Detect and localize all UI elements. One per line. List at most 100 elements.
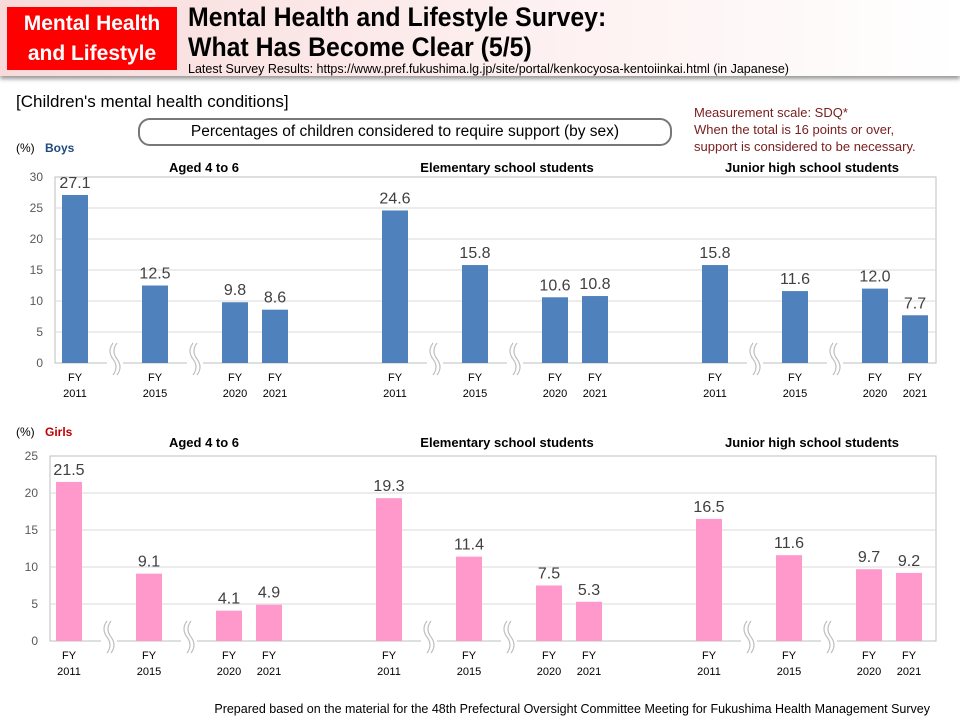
x-tick-label: FY	[788, 372, 803, 384]
section-title: [Children's mental health conditions]	[16, 92, 289, 111]
slide-title: Mental Health and Lifestyle Survey: What…	[188, 2, 606, 62]
data-label: 10.8	[579, 276, 610, 293]
x-tick-label: 2020	[857, 666, 881, 678]
data-label: 19.3	[373, 478, 404, 495]
bar	[536, 585, 562, 641]
y-tick-label: 20	[25, 486, 39, 500]
x-tick-label: FY	[862, 650, 877, 662]
y-tick-label: 15	[25, 523, 39, 537]
x-tick-label: 2021	[257, 666, 281, 678]
data-label: 12.5	[139, 266, 170, 283]
bar	[896, 572, 922, 641]
axis-break-icon	[509, 342, 521, 376]
x-tick-label: 2011	[63, 388, 87, 400]
note-line3: support is considered to be necessary.	[694, 139, 916, 154]
data-label: 16.5	[693, 499, 724, 516]
series-label: Girls	[45, 425, 73, 439]
y-tick-label: 5	[31, 597, 38, 611]
x-tick-label: 2011	[697, 666, 721, 678]
bar	[542, 297, 568, 363]
bar	[582, 296, 608, 363]
x-tick-label: FY	[908, 372, 923, 384]
plot-frame	[49, 455, 937, 642]
bar	[902, 315, 928, 363]
bar	[222, 302, 248, 363]
y-tick-label: 25	[30, 201, 44, 215]
x-tick-label: 2015	[783, 388, 807, 400]
x-tick-label: FY	[222, 650, 237, 662]
group-title: Aged 4 to 6	[169, 435, 239, 450]
x-tick-label: FY	[268, 372, 283, 384]
x-tick-label: FY	[868, 372, 883, 384]
data-label: 7.5	[538, 566, 560, 583]
y-tick-label: 10	[25, 560, 39, 574]
group-title: Junior high school students	[725, 435, 899, 450]
data-label: 7.7	[904, 295, 926, 312]
x-tick-label: FY	[142, 650, 157, 662]
group-title: Elementary school students	[420, 160, 593, 175]
bar	[856, 569, 882, 641]
badge-line1: Mental Health	[23, 12, 161, 35]
y-tick-label: 30	[30, 170, 44, 184]
x-tick-label: FY	[582, 650, 597, 662]
bar	[462, 265, 488, 363]
data-label: 4.9	[258, 585, 280, 602]
data-label: 9.8	[224, 282, 246, 299]
x-tick-label: FY	[68, 372, 83, 384]
unit-label: (%)	[16, 141, 35, 155]
x-tick-label: 2015	[137, 666, 161, 678]
y-tick-label: 0	[36, 356, 43, 370]
data-label: 11.4	[454, 537, 484, 554]
data-label: 4.1	[218, 591, 240, 608]
y-tick-label: 20	[30, 232, 44, 246]
y-tick-label: 0	[31, 634, 38, 648]
x-tick-label: FY	[388, 372, 403, 384]
axis-break-icon	[823, 620, 835, 654]
topic-badge: Mental Health and Lifestyle	[7, 7, 177, 70]
x-tick-label: 2021	[263, 388, 287, 400]
axis-break-icon	[749, 342, 761, 376]
axis-break-icon	[189, 342, 201, 376]
x-tick-label: 2015	[777, 666, 801, 678]
bar	[382, 210, 408, 363]
x-tick-label: 2020	[863, 388, 887, 400]
x-tick-label: 2021	[577, 666, 601, 678]
title-line1: Mental Health and Lifestyle Survey:	[188, 2, 607, 32]
bar	[262, 309, 288, 363]
data-label: 10.6	[539, 277, 570, 294]
data-label: 15.8	[699, 245, 730, 262]
x-tick-label: 2011	[703, 388, 727, 400]
data-label: 11.6	[774, 535, 804, 552]
bar	[862, 288, 888, 363]
y-tick-label: 25	[25, 449, 39, 463]
x-tick-label: 2021	[897, 666, 921, 678]
unit-label: (%)	[16, 425, 35, 439]
note-line2: When the total is 16 points or over,	[694, 122, 895, 137]
survey-link-text: Latest Survey Results: https://www.pref.…	[188, 62, 789, 76]
axis-break-icon	[109, 342, 121, 376]
axis-break-icon	[829, 342, 841, 376]
title-line2: What Has Become Clear (5/5)	[188, 32, 532, 62]
y-tick-label: 5	[36, 325, 43, 339]
bar	[136, 573, 162, 641]
x-tick-label: FY	[468, 372, 483, 384]
axis-break-icon	[429, 342, 441, 376]
group-title: Elementary school students	[420, 435, 593, 450]
bar	[376, 498, 402, 641]
x-tick-label: 2020	[543, 388, 567, 400]
bar	[456, 556, 482, 641]
x-tick-label: FY	[708, 372, 723, 384]
bar	[782, 291, 808, 363]
x-tick-label: FY	[902, 650, 917, 662]
x-tick-label: FY	[548, 372, 563, 384]
x-tick-label: 2015	[457, 666, 481, 678]
data-label: 9.1	[138, 554, 160, 571]
source-credit: Prepared based on the material for the 4…	[214, 702, 930, 716]
x-tick-label: FY	[228, 372, 243, 384]
axis-break-icon	[503, 620, 515, 654]
bar	[56, 481, 82, 641]
data-label: 27.1	[59, 175, 90, 192]
data-label: 8.6	[264, 290, 286, 307]
data-label: 21.5	[53, 462, 84, 479]
axis-break-icon	[423, 620, 435, 654]
